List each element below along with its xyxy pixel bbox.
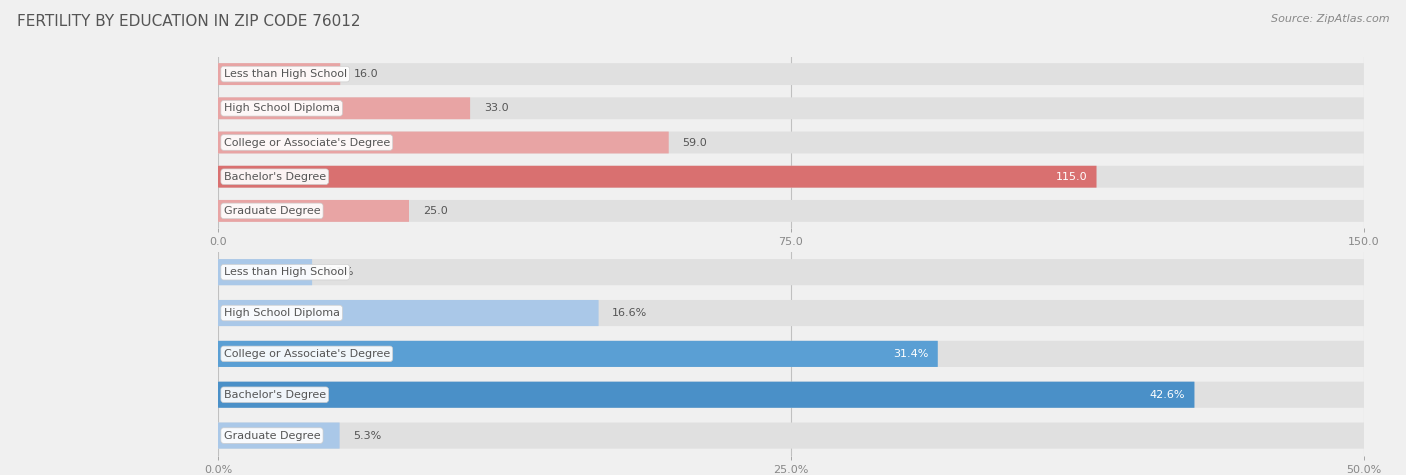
Text: Source: ZipAtlas.com: Source: ZipAtlas.com [1271, 14, 1389, 24]
FancyBboxPatch shape [218, 341, 938, 367]
Text: 16.0: 16.0 [354, 69, 378, 79]
Text: 16.6%: 16.6% [612, 308, 647, 318]
FancyBboxPatch shape [218, 300, 1364, 326]
FancyBboxPatch shape [218, 300, 599, 326]
FancyBboxPatch shape [218, 422, 340, 449]
Text: 31.4%: 31.4% [893, 349, 928, 359]
FancyBboxPatch shape [218, 422, 1364, 449]
Text: FERTILITY BY EDUCATION IN ZIP CODE 76012: FERTILITY BY EDUCATION IN ZIP CODE 76012 [17, 14, 360, 29]
FancyBboxPatch shape [218, 381, 1195, 408]
FancyBboxPatch shape [218, 97, 1364, 119]
FancyBboxPatch shape [218, 63, 340, 85]
Text: 115.0: 115.0 [1056, 171, 1087, 182]
Text: Bachelor's Degree: Bachelor's Degree [224, 171, 326, 182]
FancyBboxPatch shape [218, 63, 1364, 85]
FancyBboxPatch shape [218, 166, 1097, 188]
Text: Less than High School: Less than High School [224, 69, 347, 79]
Text: Less than High School: Less than High School [224, 267, 347, 277]
Text: College or Associate's Degree: College or Associate's Degree [224, 349, 389, 359]
Text: College or Associate's Degree: College or Associate's Degree [224, 137, 389, 148]
Text: High School Diploma: High School Diploma [224, 308, 340, 318]
FancyBboxPatch shape [218, 200, 409, 222]
Text: 59.0: 59.0 [682, 137, 707, 148]
FancyBboxPatch shape [218, 259, 1364, 285]
FancyBboxPatch shape [218, 97, 470, 119]
Text: Bachelor's Degree: Bachelor's Degree [224, 390, 326, 400]
Text: 5.3%: 5.3% [353, 430, 381, 441]
Text: Graduate Degree: Graduate Degree [224, 430, 321, 441]
FancyBboxPatch shape [218, 200, 1364, 222]
Text: 4.1%: 4.1% [326, 267, 354, 277]
FancyBboxPatch shape [218, 132, 1364, 153]
Text: Graduate Degree: Graduate Degree [224, 206, 321, 216]
FancyBboxPatch shape [218, 259, 312, 285]
FancyBboxPatch shape [218, 381, 1364, 408]
FancyBboxPatch shape [218, 166, 1364, 188]
FancyBboxPatch shape [218, 341, 1364, 367]
Text: 42.6%: 42.6% [1150, 390, 1185, 400]
Text: 33.0: 33.0 [484, 103, 509, 114]
FancyBboxPatch shape [218, 132, 669, 153]
Text: High School Diploma: High School Diploma [224, 103, 340, 114]
Text: 25.0: 25.0 [423, 206, 447, 216]
